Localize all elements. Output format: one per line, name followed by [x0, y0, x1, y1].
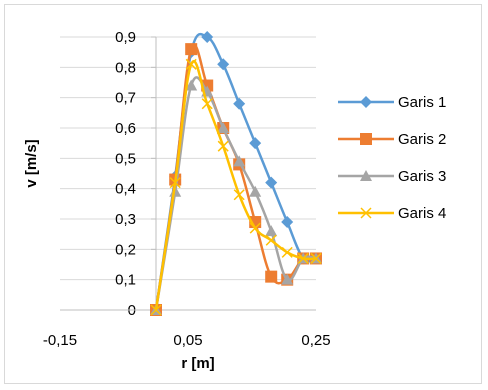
- data-point: [265, 225, 278, 237]
- y-axis-title: v [m/s]: [23, 139, 40, 187]
- data-point: [281, 273, 294, 285]
- y-tick-label: 0,3: [115, 211, 136, 228]
- legend-label: Garis 1: [398, 94, 446, 111]
- y-tick-label: 0,2: [115, 241, 136, 258]
- legend-label: Garis 3: [398, 168, 446, 185]
- data-point: [150, 304, 162, 316]
- y-tick-label: 0,4: [115, 181, 136, 198]
- axes: 00,10,20,30,40,50,60,70,80,9-0,15 0,05 0,2…: [43, 29, 331, 349]
- legend-item: Garis 3: [338, 168, 446, 185]
- legend-item: Garis 4: [338, 205, 446, 222]
- legend: Garis 1 Garis 2 Garis 3 Garis 4: [338, 94, 446, 222]
- series-group: [150, 31, 322, 316]
- legend-marker: [360, 170, 372, 181]
- legend-marker: [360, 133, 372, 145]
- data-point: [249, 222, 261, 234]
- data-point: [297, 252, 309, 264]
- data-point: [201, 31, 214, 43]
- data-point: [169, 177, 181, 189]
- data-point: [185, 58, 197, 70]
- legend-item: Garis 1: [338, 94, 446, 111]
- y-tick-label: 0,9: [115, 29, 136, 46]
- x-tick-label: 0,25: [301, 332, 330, 349]
- data-point: [281, 246, 293, 258]
- legend-marker: [360, 207, 372, 219]
- data-point: [233, 155, 246, 167]
- legend-marker: [360, 96, 372, 108]
- y-tick-label: 0,5: [115, 150, 136, 167]
- legend-label: Garis 2: [398, 131, 446, 148]
- data-point: [265, 270, 278, 283]
- data-point: [169, 185, 182, 197]
- x-tick-label: 0,05: [173, 332, 202, 349]
- data-point: [185, 79, 198, 91]
- y-tick-label: 0,7: [115, 90, 136, 107]
- data-point: [310, 252, 322, 264]
- legend-label: Garis 4: [398, 205, 446, 222]
- data-point: [265, 234, 277, 246]
- data-point: [217, 58, 230, 71]
- data-point: [249, 185, 262, 197]
- data-point: [217, 122, 230, 133]
- data-point: [217, 140, 229, 152]
- data-point: [281, 216, 294, 229]
- data-point: [249, 137, 262, 150]
- series-4: [150, 58, 322, 316]
- data-point: [233, 189, 245, 201]
- data-point: [201, 98, 213, 110]
- legend-item: Garis 2: [338, 131, 446, 148]
- y-tick-label: 0,8: [115, 59, 136, 76]
- y-tick-label: 0,1: [115, 272, 136, 289]
- x-tick-label: -0,15: [43, 332, 77, 349]
- x-axis-title: r [m]: [181, 355, 214, 372]
- data-point: [185, 43, 198, 56]
- data-point: [233, 97, 246, 110]
- series-line: [154, 32, 317, 311]
- y-tick-label: 0,6: [115, 120, 136, 137]
- data-point: [265, 176, 278, 189]
